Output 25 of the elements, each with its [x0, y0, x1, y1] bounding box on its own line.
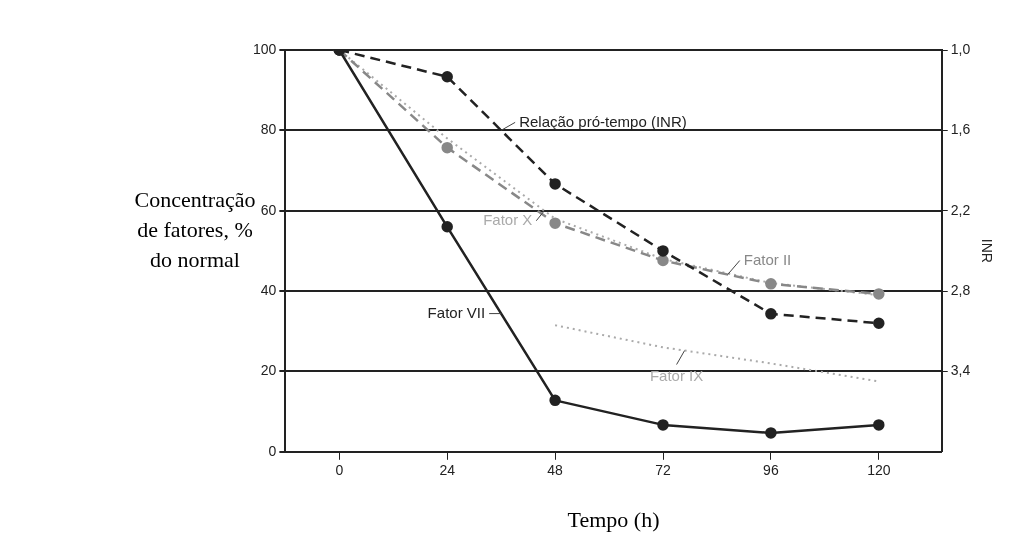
y2-axis-title: INR — [978, 238, 995, 263]
y-tick-label: 100 — [253, 40, 277, 57]
x-tick-label: 120 — [867, 462, 891, 479]
series-label: Fator II — [743, 250, 792, 268]
x-tick-label: 24 — [439, 462, 456, 479]
x-tick-label: 48 — [547, 462, 564, 479]
y2-tick-label: 1,0 — [950, 40, 971, 57]
x-axis-title: Tempo (h) — [567, 506, 660, 532]
series-label: Fator X — [483, 210, 533, 228]
x-tick-label: 72 — [655, 462, 671, 479]
y2-tick-label: 2,2 — [950, 201, 971, 218]
y-axis-title: Concentração de fatores, % do normal — [133, 186, 257, 274]
y2-tick-label: 2,8 — [950, 281, 971, 298]
x-tick-label: 96 — [763, 462, 779, 479]
y-tick-label: 80 — [260, 121, 277, 138]
y-tick-label: 40 — [260, 281, 277, 298]
series-label: Fator IX — [649, 366, 704, 384]
series-label: Fator VII — [427, 303, 486, 321]
y-tick-label: 20 — [260, 362, 277, 379]
y2-tick-label: 1,6 — [950, 121, 971, 138]
y2-tick-label: 3,4 — [950, 362, 971, 379]
x-tick-label: 0 — [335, 462, 344, 479]
series-label: Relação pró-tempo (INR) — [519, 112, 687, 130]
y-tick-label: 60 — [260, 201, 277, 218]
y-tick-label: 0 — [268, 442, 277, 459]
